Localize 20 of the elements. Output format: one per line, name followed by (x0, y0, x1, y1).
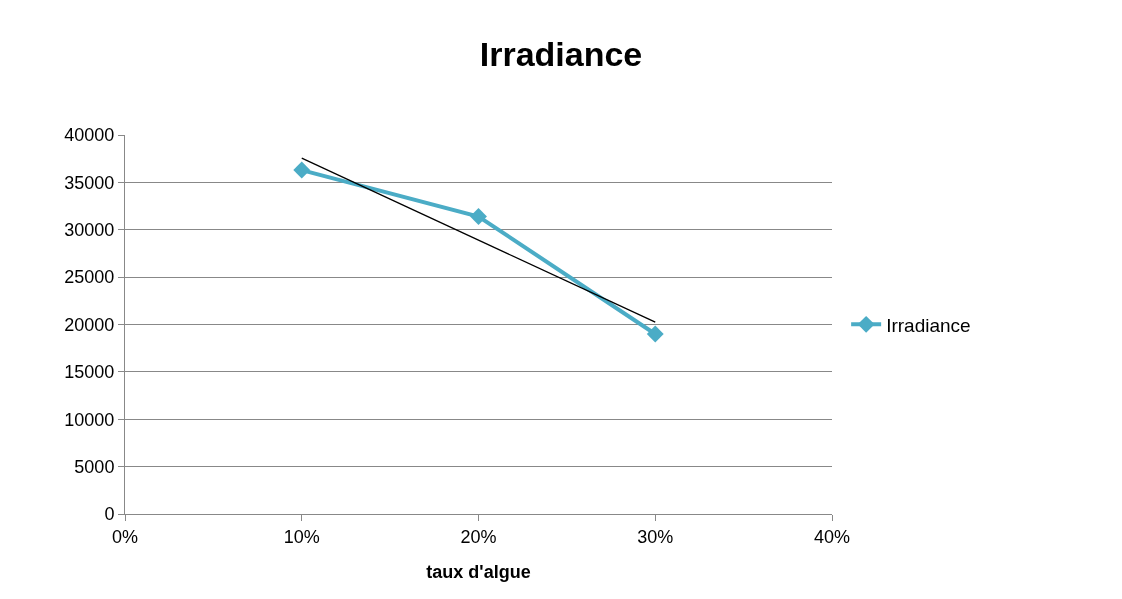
x-axis-title: taux d'algue (426, 562, 531, 582)
y-tick-label: 15000 (64, 362, 115, 383)
y-tick-label: 25000 (64, 267, 115, 288)
point (293, 161, 311, 179)
x-tick-label: 0% (111, 526, 139, 547)
x-tick-label: 20% (460, 526, 497, 547)
point (646, 325, 664, 343)
y-tick-label: 40000 (64, 125, 115, 146)
x-tick-label: 10% (283, 526, 320, 547)
x-tick-label: 30% (637, 526, 674, 547)
point (470, 208, 487, 225)
y-tick-label: 30000 (64, 220, 115, 241)
chart-title: Irradiance (479, 34, 643, 73)
x-tick-label: 40% (813, 526, 851, 547)
y-tick-label: 35000 (64, 172, 115, 193)
legend-label: Irradiance (886, 314, 971, 336)
y-tick-label: 20000 (64, 314, 115, 335)
y-tick-label: 5000 (74, 456, 115, 477)
y-tick-label: 0 (104, 504, 115, 525)
y-tick-label: 10000 (64, 409, 115, 430)
